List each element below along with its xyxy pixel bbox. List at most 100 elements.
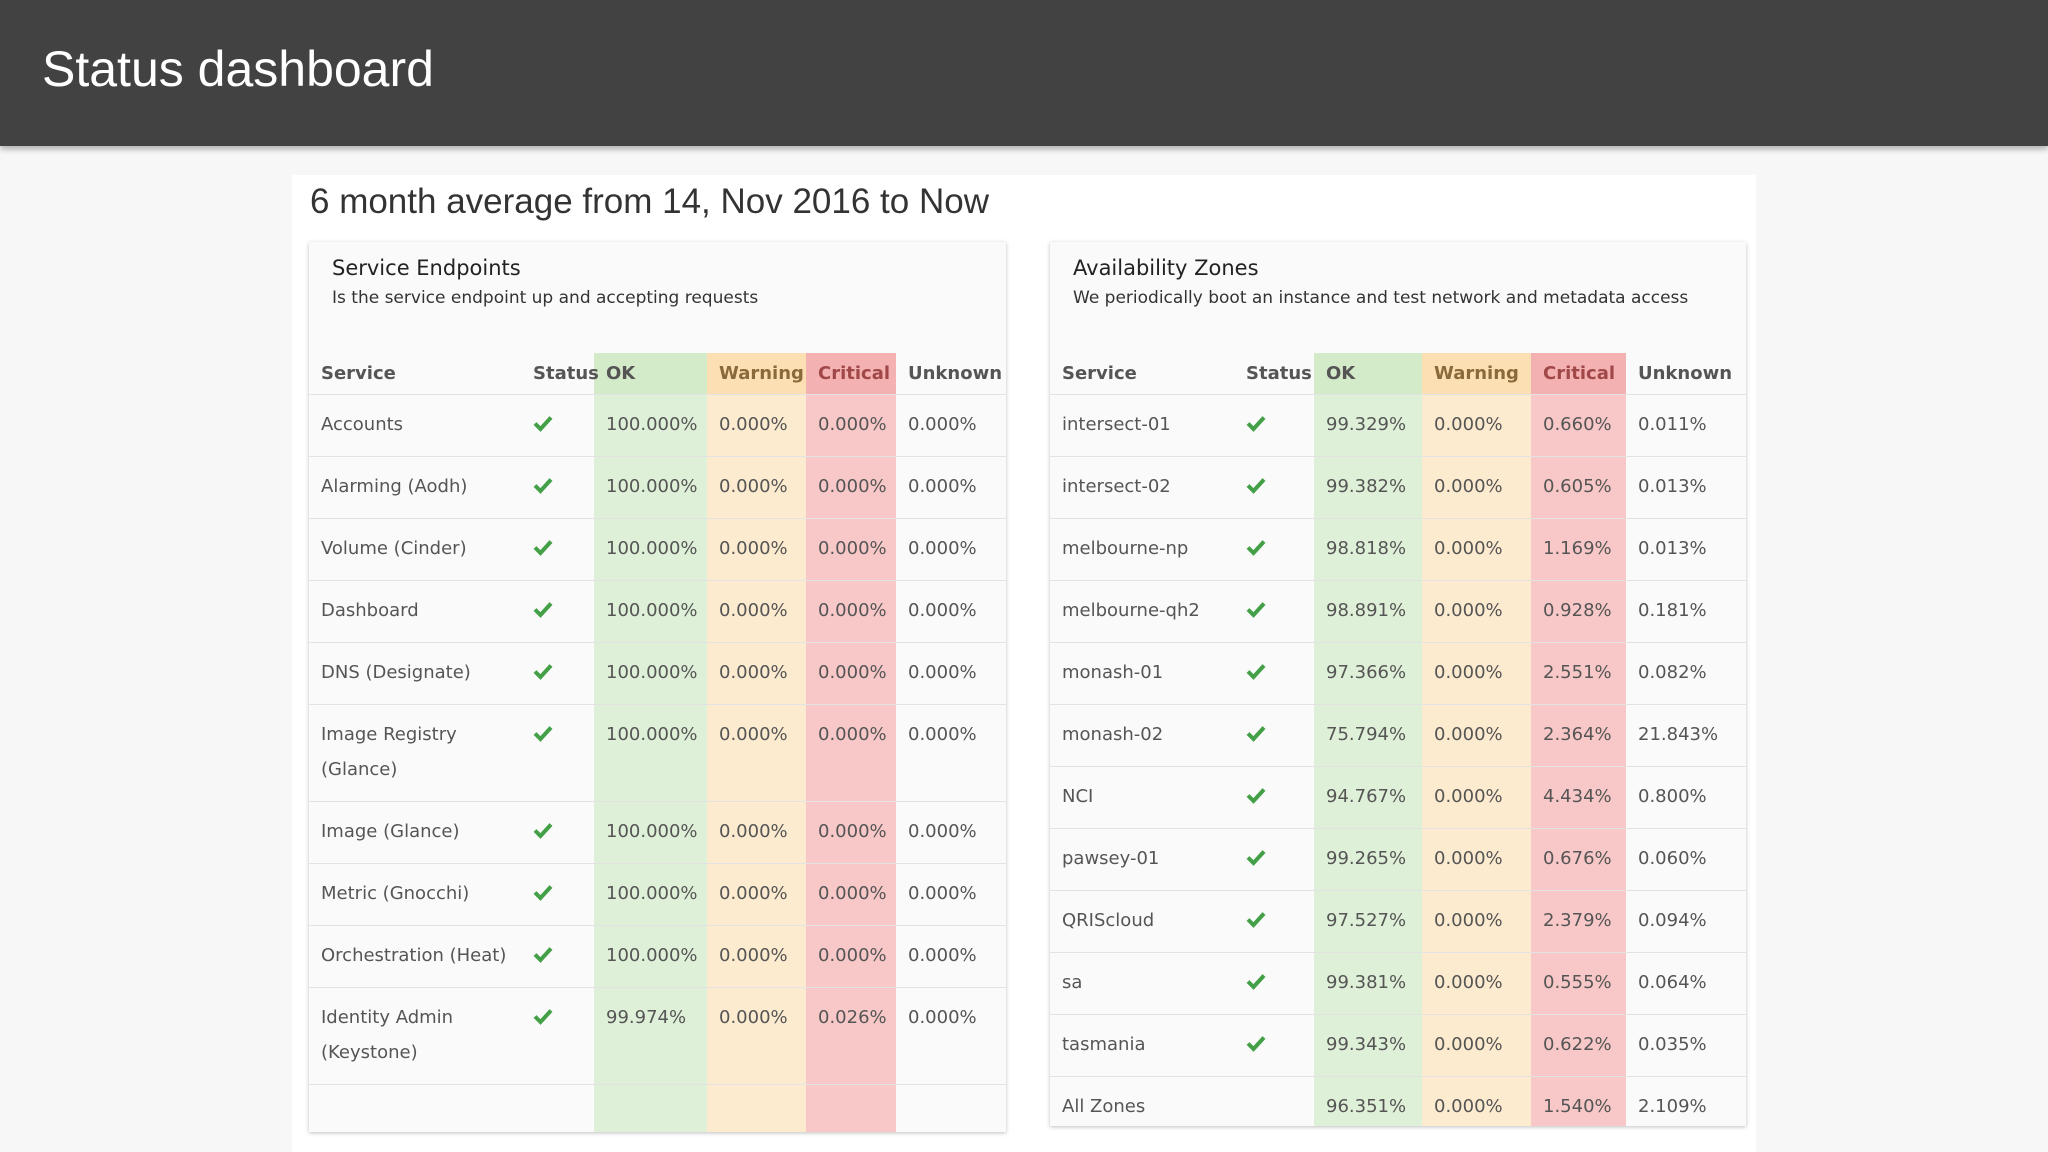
cell: pawsey-01 (1050, 828, 1234, 891)
cell: DNS (Designate) (309, 642, 521, 705)
cell: 0.000% (896, 801, 1006, 864)
cell (521, 1084, 594, 1132)
cell: Volume (Cinder) (309, 518, 521, 581)
cell: 0.000% (1422, 766, 1531, 829)
cell: 0.000% (896, 863, 1006, 926)
cell: Metric (Gnocchi) (309, 863, 521, 926)
cell: intersect-02 (1050, 456, 1234, 519)
panel-title: Availability Zones (1073, 256, 1259, 280)
cell: Image Registry (Glance) (309, 704, 521, 802)
table-row: Volume (Cinder) 100.000% 0.000% 0.000% 0.000… (309, 518, 1006, 581)
cell (707, 1084, 806, 1132)
column-header: Warning (707, 353, 806, 395)
cell: 0.181% (1626, 580, 1746, 643)
table-row: QRIScloud 97.527% 0.000% 2.379% 0.094% (1050, 890, 1746, 953)
check-icon (533, 1009, 553, 1025)
cell: melbourne-np (1050, 518, 1234, 581)
cell: 0.000% (896, 456, 1006, 519)
check-icon (1246, 788, 1266, 804)
cell: Alarming (Aodh) (309, 456, 521, 519)
cell: 0.000% (1422, 394, 1531, 457)
status-cell (521, 394, 594, 457)
cell: 21.843% (1626, 704, 1746, 767)
cell: tasmania (1050, 1014, 1234, 1077)
cell: Image (Glance) (309, 801, 521, 864)
cell: 0.000% (707, 518, 806, 581)
check-icon (1246, 726, 1266, 742)
check-icon (533, 664, 553, 680)
column-header: OK (1314, 353, 1422, 395)
cell: 0.000% (806, 518, 896, 581)
cell: 0.035% (1626, 1014, 1746, 1077)
column-header: Status (521, 353, 599, 395)
table-row: melbourne-np 98.818% 0.000% 1.169% 0.013% (1050, 518, 1746, 581)
cell: 2.379% (1531, 890, 1626, 953)
check-icon (1246, 974, 1266, 990)
cell: 0.000% (707, 925, 806, 988)
status-cell (1234, 580, 1314, 643)
cell: All Zones (1050, 1076, 1234, 1126)
cell: 0.000% (707, 863, 806, 926)
check-icon (533, 726, 553, 742)
cell: monash-01 (1050, 642, 1234, 705)
table-row: Accounts 100.000% 0.000% 0.000% 0.000% (309, 394, 1006, 457)
cell: 0.000% (896, 394, 1006, 457)
cell: 1.169% (1531, 518, 1626, 581)
cell: 0.000% (1422, 828, 1531, 891)
check-icon (533, 540, 553, 556)
cell: melbourne-qh2 (1050, 580, 1234, 643)
cell: QRIScloud (1050, 890, 1234, 953)
cell: 0.000% (1422, 580, 1531, 643)
cell: sa (1050, 952, 1234, 1015)
cell: 0.094% (1626, 890, 1746, 953)
cell: 0.000% (896, 987, 1006, 1085)
cell (806, 1084, 896, 1132)
cell: 0.000% (1422, 1014, 1531, 1077)
check-icon (533, 823, 553, 839)
cell: Dashboard (309, 580, 521, 643)
cell: 0.000% (806, 801, 896, 864)
cell: 100.000% (594, 704, 707, 802)
cell: monash-02 (1050, 704, 1234, 767)
cell: 0.026% (806, 987, 896, 1085)
cell: 0.000% (707, 394, 806, 457)
table-row: NCI 94.767% 0.000% 4.434% 0.800% (1050, 766, 1746, 829)
cell: 99.382% (1314, 456, 1422, 519)
panel-title: Service Endpoints (332, 256, 521, 280)
table-row: Image (Glance) 100.000% 0.000% 0.000% 0.000% (309, 801, 1006, 864)
cell: 96.351% (1314, 1076, 1422, 1126)
status-cell (1234, 518, 1314, 581)
panel-subtitle: Is the service endpoint up and accepting… (332, 288, 759, 308)
cell: 4.434% (1531, 766, 1626, 829)
cell: 0.013% (1626, 518, 1746, 581)
cell: 99.343% (1314, 1014, 1422, 1077)
cell: 100.000% (594, 801, 707, 864)
cell: 1.540% (1531, 1076, 1626, 1126)
table-row: Metric (Gnocchi) 100.000% 0.000% 0.000% 0.00… (309, 863, 1006, 926)
page-title: Status dashboard (42, 41, 434, 97)
table-row (309, 1084, 1006, 1132)
status-cell (521, 580, 594, 643)
cell: 0.000% (806, 580, 896, 643)
check-icon (1246, 602, 1266, 618)
status-cell (521, 925, 594, 988)
status-cell (1234, 828, 1314, 891)
panel-subtitle: We periodically boot an instance and tes… (1073, 288, 1689, 308)
cell: 0.605% (1531, 456, 1626, 519)
cell: 100.000% (594, 863, 707, 926)
cell: 2.364% (1531, 704, 1626, 767)
check-icon (1246, 912, 1266, 928)
check-icon (533, 416, 553, 432)
cell: 2.551% (1531, 642, 1626, 705)
status-cell (1234, 704, 1314, 767)
column-header: OK (594, 353, 707, 395)
cell: 0.000% (806, 925, 896, 988)
cell: 0.000% (896, 642, 1006, 705)
check-icon (533, 947, 553, 963)
cell: 0.000% (707, 580, 806, 643)
table-row: melbourne-qh2 98.891% 0.000% 0.928% 0.181% (1050, 580, 1746, 643)
status-cell (1234, 1014, 1314, 1077)
cell: 0.000% (707, 642, 806, 705)
status-table: Service Status OK Warning Critical Unknown int… (1050, 353, 1746, 1126)
